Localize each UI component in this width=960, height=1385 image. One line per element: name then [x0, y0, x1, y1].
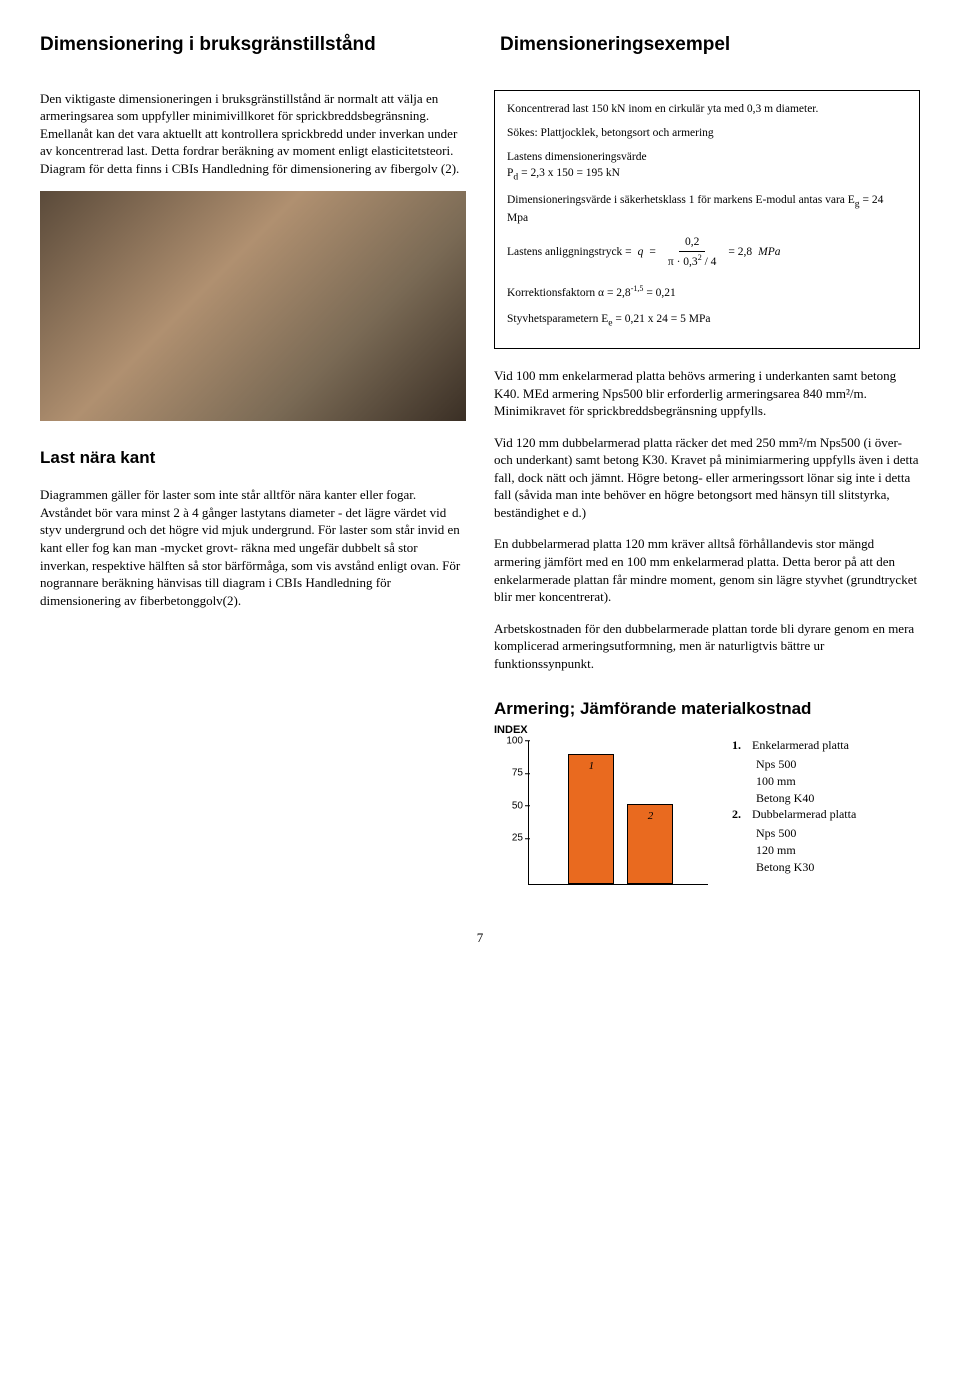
example-line-5: Dimensioneringsvärde i säkerhetsklass 1 … [507, 192, 907, 227]
chart-tick: 100 [495, 734, 523, 748]
example-frac-den: π · 0,32 / 4 [662, 252, 723, 270]
example-line-1: Koncentrerad last 150 kN inom en cirkulä… [507, 101, 907, 117]
legend-title: Dubbelarmerad platta [752, 806, 856, 823]
page-title-left: Dimensionering i bruksgränstillstånd [40, 32, 460, 58]
example-korrektion: Korrektionsfaktorn α = 2,8-1,5 = 0,21 [507, 283, 907, 301]
section-heading-last-nara-kant: Last nära kant [40, 447, 466, 470]
chart-tick: 75 [495, 766, 523, 780]
example-l7c: = 0,21 [643, 287, 675, 299]
page-number: 7 [40, 929, 920, 947]
legend-item: 1. Enkelarmerad platta [732, 737, 856, 754]
example-l7a: Korrektionsfaktorn [507, 287, 598, 299]
page-title-right: Dimensioneringsexempel [500, 32, 920, 58]
example-line-2: Sökes: Plattjocklek, betongsort och arme… [507, 125, 907, 141]
chart-area: 25507510012 [528, 741, 708, 885]
right-p1: Vid 100 mm enkelarmerad platta behövs ar… [494, 367, 920, 420]
legend-subline: Betong K30 [732, 859, 856, 876]
chart-tick: 50 [495, 799, 523, 813]
example-l7exp: -1,5 [631, 284, 644, 293]
example-l8b: = 0,21 x 24 = 5 MPa [613, 313, 711, 325]
example-l5a: Dimensioneringsvärde i säkerhetsklass 1 … [507, 194, 855, 206]
legend-item: 2. Dubbelarmerad platta [732, 806, 856, 823]
legend-subline: Nps 500 [732, 825, 856, 842]
right-p4: Arbetskostnaden för den dubbelarmerade p… [494, 620, 920, 673]
right-p2: Vid 120 mm dubbelarmerad platta räcker d… [494, 434, 920, 522]
kant-paragraph: Diagrammen gäller för laster som inte st… [40, 486, 466, 609]
right-column: Koncentrerad last 150 kN inom en cirkulä… [494, 90, 920, 898]
chart-tick: 25 [495, 831, 523, 845]
example-frac-den-a: π · 0,3 [668, 255, 698, 267]
legend-subline: Betong K40 [732, 790, 856, 807]
chart-legend: 1.Enkelarmerad plattaNps 500100 mmBetong… [732, 737, 856, 875]
example-l8a: Styvhetsparametern E [507, 313, 608, 325]
chart-bar: 2 [627, 804, 673, 885]
legend-subline: Nps 500 [732, 756, 856, 773]
section-heading-armering: Armering; Jämförande materialkostnad [494, 698, 920, 721]
right-p3: En dubbelarmerad platta 120 mm kräver al… [494, 535, 920, 605]
warehouse-photo [40, 191, 466, 421]
chart-bar: 1 [568, 754, 614, 884]
example-mpa: MPa [758, 244, 780, 260]
chart-bar-label: 1 [569, 759, 613, 774]
example-eq1: = [649, 244, 656, 260]
example-line-3: Lastens dimensioneringsvärde Pd = 2,3 x … [507, 149, 907, 184]
cost-bar-chart: INDEX 25507510012 [494, 737, 714, 897]
legend-number: 2. [732, 806, 746, 823]
legend-subline: 100 mm [732, 773, 856, 790]
example-frac-num: 0,2 [679, 234, 705, 251]
example-fraction: 0,2 π · 0,32 / 4 [662, 234, 723, 269]
legend-title: Enkelarmerad platta [752, 737, 849, 754]
example-pd-rest: = 2,3 x 150 = 195 kN [518, 167, 620, 179]
example-formula-label: Lastens anliggningstryck = [507, 244, 632, 260]
example-frac-den-b: / 4 [702, 255, 717, 267]
intro-paragraph: Den viktigaste dimensioneringen i bruksg… [40, 90, 466, 178]
example-result: = 2,8 [728, 244, 752, 260]
legend-subline: 120 mm [732, 842, 856, 859]
example-formula: Lastens anliggningstryck = q = 0,2 π · 0… [507, 234, 907, 269]
example-styvhet: Styvhetsparametern Ee = 0,21 x 24 = 5 MP… [507, 311, 907, 330]
chart-bar-label: 2 [628, 809, 672, 824]
example-l7b: = 2,8 [604, 287, 631, 299]
example-q: q [638, 244, 644, 260]
example-box: Koncentrerad last 150 kN inom en cirkulä… [494, 90, 920, 349]
example-l3-text: Lastens dimensioneringsvärde [507, 151, 647, 163]
left-column: Den viktigaste dimensioneringen i bruksg… [40, 90, 466, 898]
legend-number: 1. [732, 737, 746, 754]
